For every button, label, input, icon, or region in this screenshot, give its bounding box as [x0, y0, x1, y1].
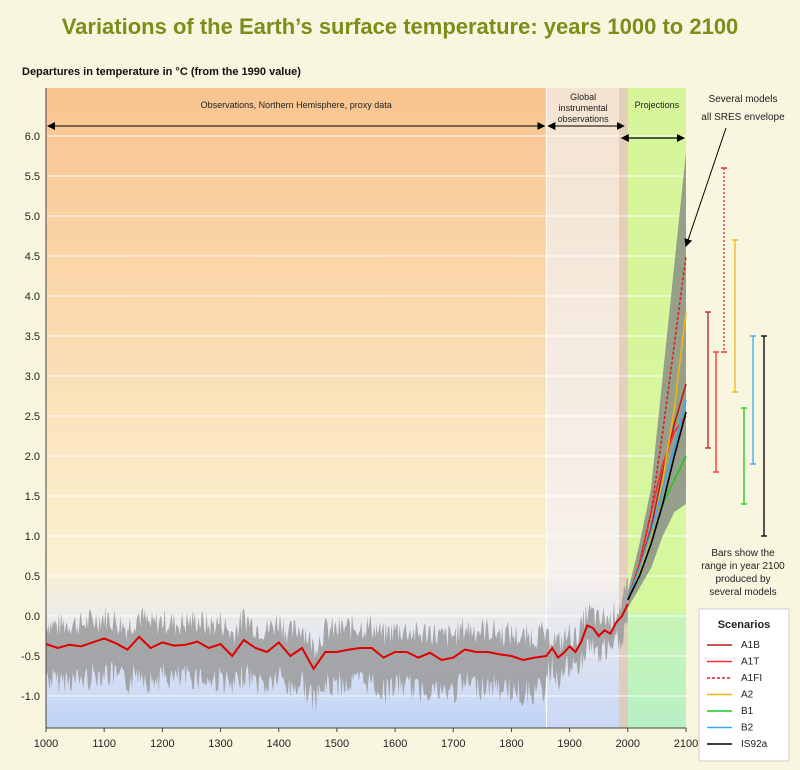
x-tick-label: 1300	[208, 738, 232, 750]
y-tick-label: 3.0	[25, 371, 40, 383]
x-tick-label: 1900	[557, 738, 581, 750]
region-label-projections: Projections	[635, 100, 680, 110]
region-label-instrumental: instrumental	[559, 103, 608, 113]
region-divider-bar	[619, 88, 628, 728]
x-tick-label: 1200	[150, 738, 174, 750]
y-axis-label: Departures in temperature in °C (from th…	[22, 66, 301, 78]
y-tick-label: 0.5	[25, 571, 40, 583]
region-label-instrumental: Global	[570, 92, 596, 102]
y-tick-label: 1.5	[25, 491, 40, 503]
y-tick-label: 4.5	[25, 251, 40, 263]
observed-smoothed-line	[45, 603, 629, 671]
legend-label-a1b: A1B	[741, 640, 760, 651]
series-line-b2	[627, 399, 687, 601]
legend-label-b1: B1	[741, 706, 754, 717]
region-label-instrumental: observations	[558, 114, 610, 124]
projection-envelope	[627, 152, 686, 608]
y-tick-label: -0.5	[21, 651, 40, 663]
legend-label-is92a: IS92a	[741, 739, 768, 750]
legend-label-a1t: A1T	[741, 657, 759, 668]
y-tick-label: 4.0	[25, 291, 40, 303]
y-tick-label: 1.0	[25, 531, 40, 543]
annotation-several-models: Several models	[709, 94, 778, 105]
y-tick-label: 5.0	[25, 211, 40, 223]
region-observations-bg	[46, 88, 547, 728]
series-line-a1fi	[627, 255, 687, 601]
legend-box	[698, 608, 790, 762]
y-tick-label: -1.0	[21, 691, 40, 703]
x-tick-label: 1400	[266, 738, 290, 750]
chart-title: Variations of the Earth’s surface temper…	[61, 14, 739, 39]
region-label-observations: Observations, Northern Hemisphere, proxy…	[201, 100, 392, 110]
x-tick-label: 2000	[616, 738, 640, 750]
y-tick-label: 6.0	[25, 131, 40, 143]
x-tick-label: 1700	[441, 738, 465, 750]
annotation-bars-note: range in year 2100	[701, 561, 785, 572]
x-tick-label: 1800	[499, 738, 523, 750]
y-tick-label: 0.0	[25, 611, 40, 623]
x-tick-label: 2100	[674, 738, 698, 750]
x-tick-label: 1000	[34, 738, 58, 750]
observed-variability-band	[46, 578, 628, 714]
legend-title: Scenarios	[718, 619, 771, 631]
y-tick-label: 2.5	[25, 411, 40, 423]
x-tick-label: 1600	[383, 738, 407, 750]
legend-label-b2: B2	[741, 723, 754, 734]
x-tick-label: 1500	[325, 738, 349, 750]
annotation-bars-note: several models	[709, 587, 776, 598]
series-line-is92a	[627, 411, 687, 601]
y-tick-label: 5.5	[25, 171, 40, 183]
annotation-bars-note: produced by	[715, 574, 770, 585]
y-tick-label: 3.5	[25, 331, 40, 343]
annotation-arrow	[684, 127, 727, 247]
annotation-sres-envelope: all SRES envelope	[701, 112, 785, 123]
x-tick-label: 1100	[92, 738, 116, 750]
legend-label-a1fi: A1FI	[741, 673, 762, 684]
annotation-bars-note: Bars show the	[711, 548, 775, 559]
y-tick-label: 2.0	[25, 451, 40, 463]
legend-label-a2: A2	[741, 690, 754, 701]
